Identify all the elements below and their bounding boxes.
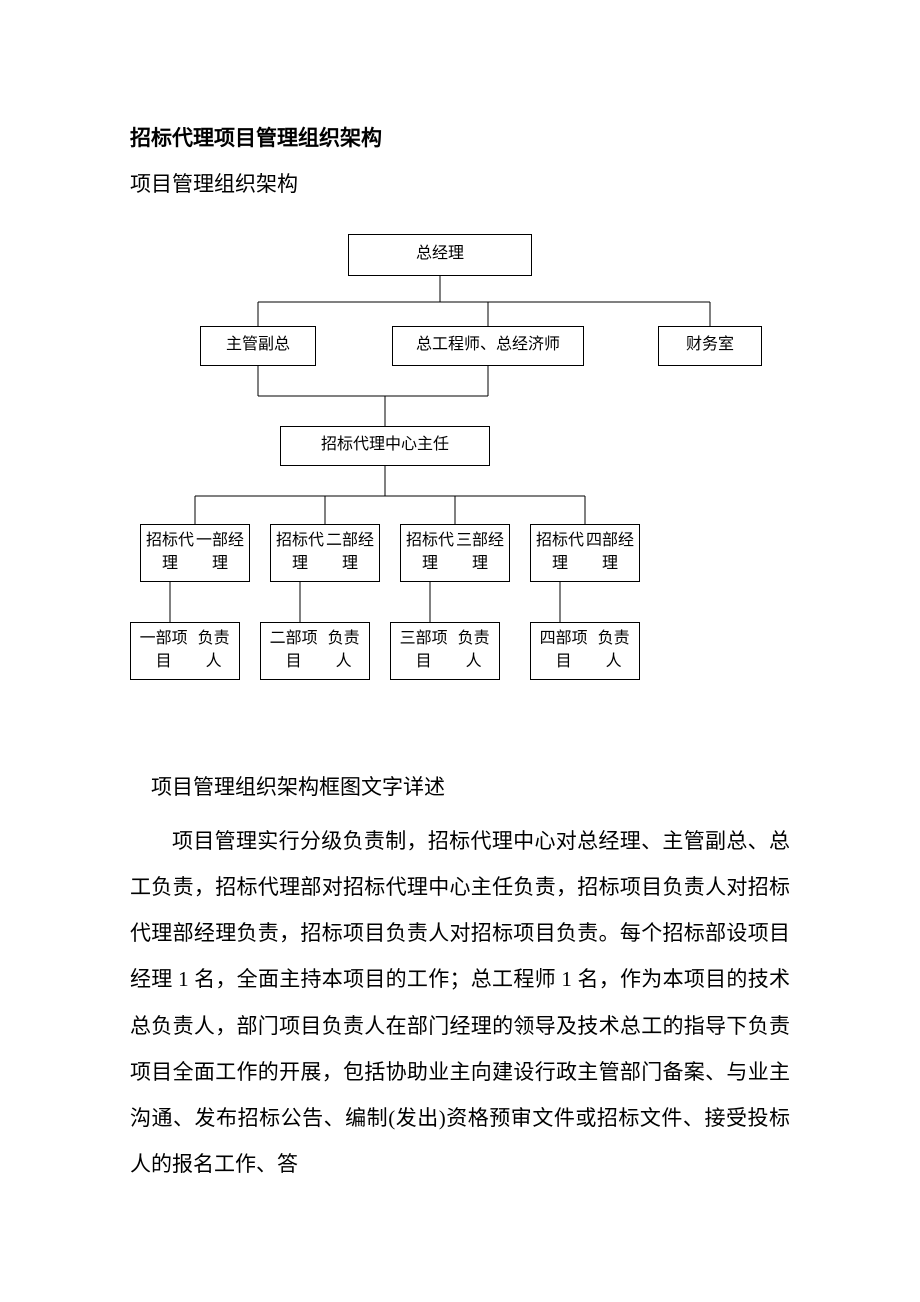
node-l3: 三部项目负责人 [390, 622, 500, 680]
node-gm: 总经理 [348, 234, 532, 276]
page-subheading: 项目管理组织架构 [130, 166, 790, 204]
node-label-line: 三部项目 [395, 628, 452, 673]
node-label-line: 负责人 [452, 628, 495, 673]
node-m2: 招标代理二部经理 [270, 524, 380, 582]
node-label-line: 主管副总 [226, 334, 290, 356]
node-label-line: 一部经理 [195, 530, 245, 575]
node-label-line: 四部经理 [585, 530, 635, 575]
node-label-line: 一部项目 [135, 628, 192, 673]
node-m3: 招标代理三部经理 [400, 524, 510, 582]
node-label-line: 招标代理 [275, 530, 325, 575]
node-l4: 四部项目负责人 [530, 622, 640, 680]
section-title: 项目管理组织架构框图文字详述 [130, 764, 790, 810]
node-label-line: 二部经理 [325, 530, 375, 575]
node-label-line: 总经理 [416, 243, 464, 265]
body-paragraph: 项目管理实行分级负责制，招标代理中心对总经理、主管副总、总工负责，招标代理部对招… [130, 818, 790, 1188]
node-label-line: 负责人 [592, 628, 635, 673]
node-label-line: 招标代理 [145, 530, 195, 575]
node-l1: 一部项目负责人 [130, 622, 240, 680]
node-vp: 主管副总 [200, 326, 316, 366]
node-label-line: 总工程师、总经济师 [416, 334, 560, 356]
node-chief: 总工程师、总经济师 [392, 326, 584, 366]
page-heading: 招标代理项目管理组织架构 [130, 120, 790, 158]
node-label-line: 负责人 [192, 628, 235, 673]
node-label-line: 招标代理中心主任 [321, 434, 449, 456]
node-l2: 二部项目负责人 [260, 622, 370, 680]
org-chart: 总经理 主管副总 总工程师、总经济师 财务室 招标代理中心主任 招标代理一部经理… [130, 234, 790, 714]
node-dir: 招标代理中心主任 [280, 426, 490, 466]
node-label-line: 负责人 [322, 628, 365, 673]
node-label-line: 招标代理 [405, 530, 455, 575]
node-label-line: 三部经理 [455, 530, 505, 575]
node-fin: 财务室 [658, 326, 762, 366]
node-label-line: 财务室 [686, 334, 734, 356]
node-m4: 招标代理四部经理 [530, 524, 640, 582]
node-label-line: 招标代理 [535, 530, 585, 575]
node-label-line: 四部项目 [535, 628, 592, 673]
node-m1: 招标代理一部经理 [140, 524, 250, 582]
node-label-line: 二部项目 [265, 628, 322, 673]
